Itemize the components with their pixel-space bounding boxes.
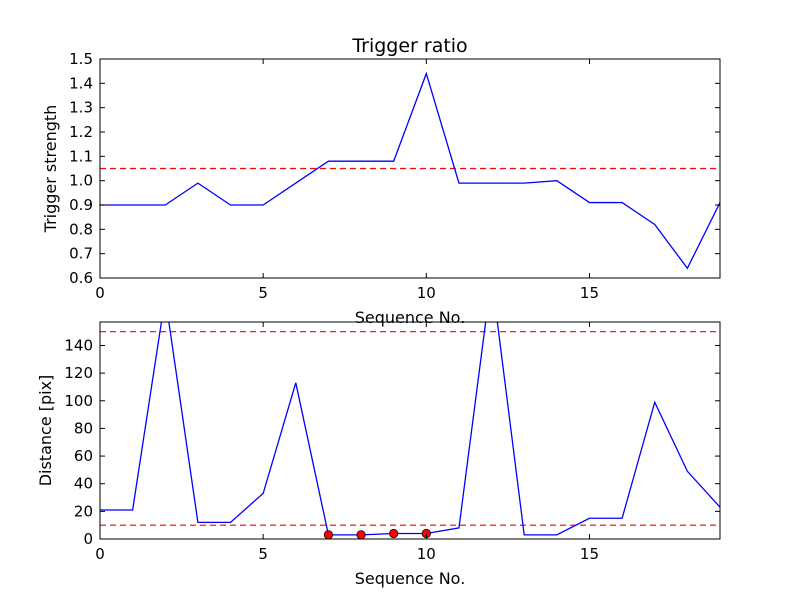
- x-tick-label: 0: [95, 284, 105, 302]
- y-tick-label: 140: [64, 336, 93, 354]
- y-tick-label: 120: [64, 364, 93, 382]
- y-tick-label: 1.3: [69, 99, 93, 117]
- x-tick-label: 5: [258, 545, 268, 563]
- y-tick-label: 0.7: [69, 245, 93, 263]
- y-tick-label: 0.9: [69, 196, 93, 214]
- y-axis-label: Trigger strength: [41, 105, 60, 234]
- y-tick-label: 0: [83, 530, 93, 548]
- axes-frame: [99, 58, 721, 279]
- highlighted-point: [389, 528, 399, 539]
- chart-title: Trigger ratio: [351, 35, 467, 57]
- x-tick-label: 15: [580, 545, 599, 563]
- x-tick-label: 10: [417, 284, 436, 302]
- x-axis-label: Sequence No.: [355, 569, 466, 588]
- chart-panel-1: 0 5 10 15 0.6 0.7 0.8 0.9 1.0 1.1 1.2 1.3 1.4 1.5 Sequ…: [41, 35, 721, 327]
- y-tick-label: 1.5: [69, 50, 93, 68]
- y-tick-label: 1.2: [69, 123, 93, 141]
- y-tick-label: 1.4: [69, 74, 93, 92]
- y-tick-label: 100: [64, 392, 93, 410]
- x-tick-label: 5: [258, 284, 268, 302]
- series-line: [100, 322, 720, 536]
- x-tick-label: 0: [95, 545, 105, 563]
- y-tick-label: 0.6: [69, 269, 93, 287]
- y-tick-label: 1.0: [69, 172, 93, 190]
- highlighted-point: [323, 530, 334, 540]
- x-axis-label: Sequence No.: [355, 308, 466, 327]
- x-tick-label: 15: [580, 284, 599, 302]
- y-tick-label: 1.1: [69, 147, 93, 165]
- x-tick-label: 10: [417, 545, 436, 563]
- axes-frame: [99, 321, 721, 540]
- y-tick-label: 80: [74, 419, 93, 437]
- y-tick-label: 40: [74, 475, 93, 493]
- y-tick-label: 60: [74, 447, 93, 465]
- highlighted-point: [356, 530, 366, 540]
- y-tick-label: 20: [74, 502, 93, 520]
- series-line: [100, 71, 720, 270]
- y-tick-label: 0.8: [69, 220, 93, 238]
- chart-panel-2: 0 5 10 15 0 20 40 60 80 100 120 140 Sequence No. Dist…: [36, 321, 721, 588]
- y-axis-label: Distance [pix]: [36, 375, 55, 487]
